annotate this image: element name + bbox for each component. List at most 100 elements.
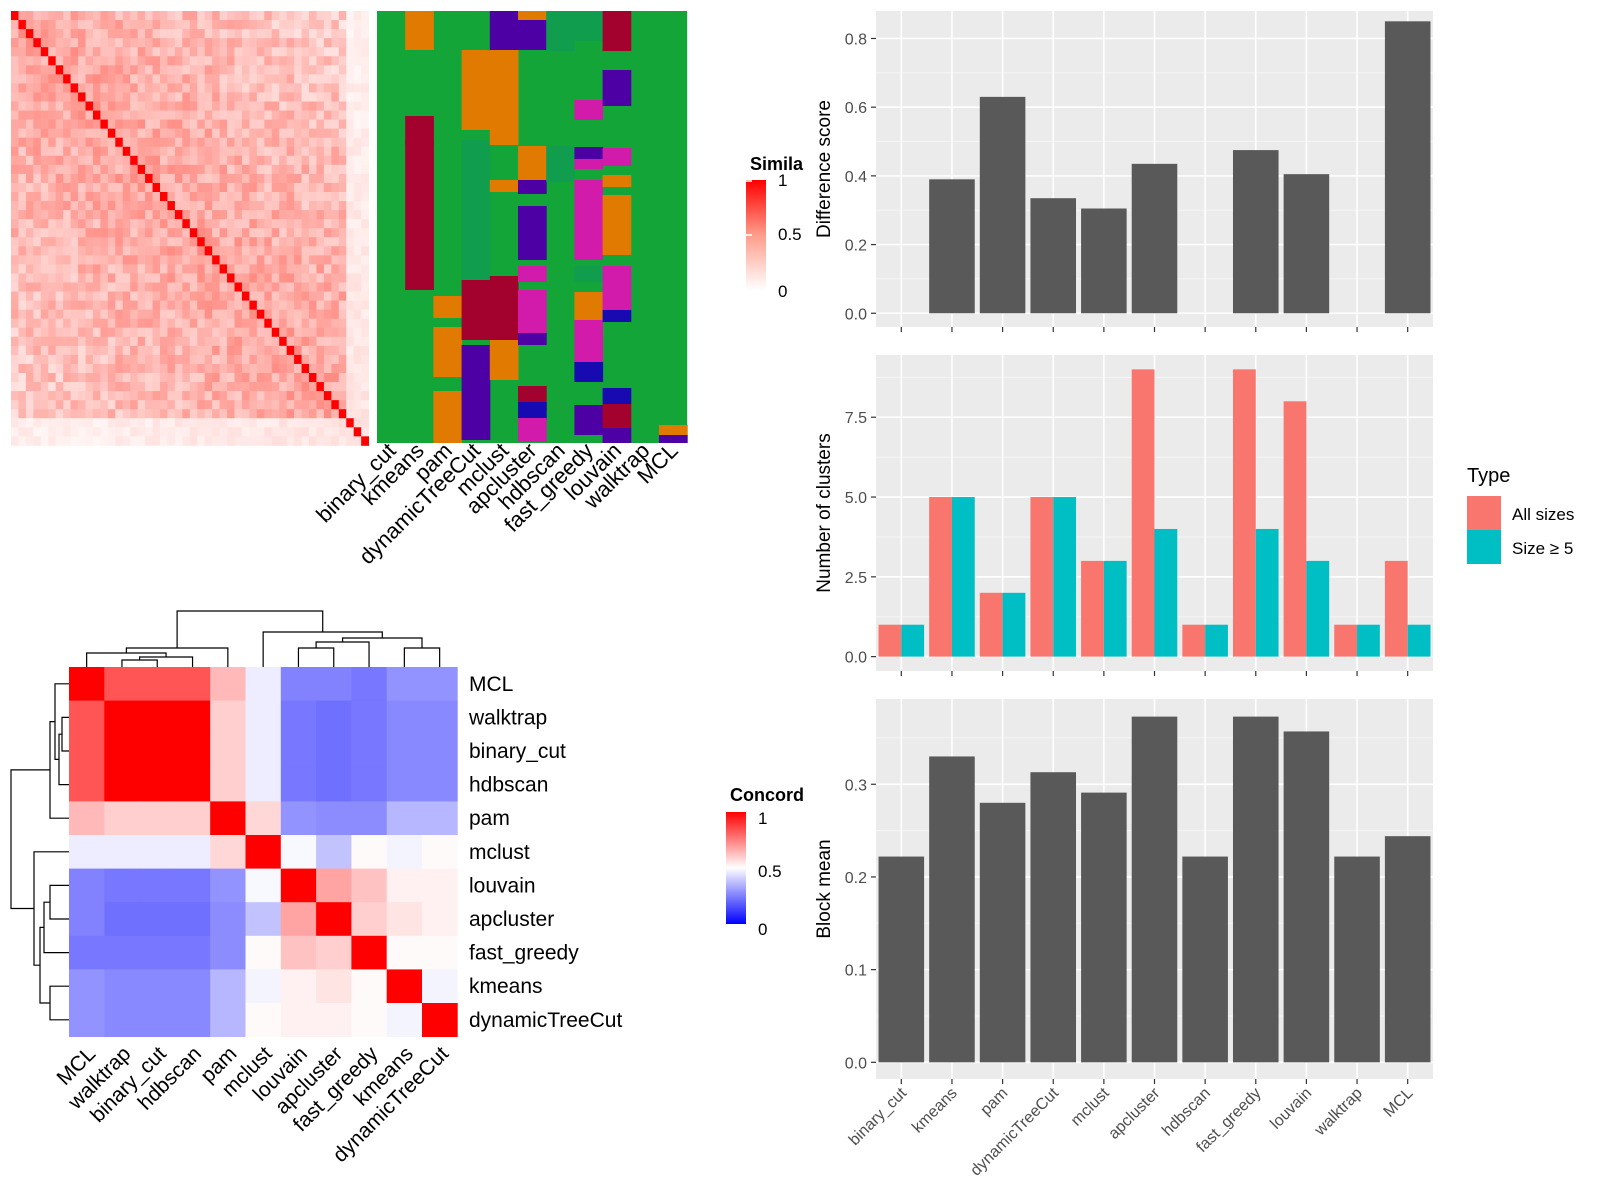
similarity-cell — [63, 219, 71, 229]
similarity-cell — [55, 65, 64, 75]
similarity-cell — [115, 137, 124, 148]
similarity-cell — [63, 373, 71, 383]
similarity-cell — [100, 38, 109, 48]
similarity-cell — [63, 246, 71, 256]
similarity-cell — [48, 400, 57, 410]
concordance-cell — [69, 902, 105, 937]
similarity-cell — [301, 182, 310, 193]
similarity-cell — [122, 255, 131, 265]
similarity-cell — [204, 11, 213, 21]
similarity-cell — [286, 336, 295, 347]
similarity-cell — [264, 20, 273, 30]
similarity-cell — [331, 137, 340, 148]
similarity-cell — [189, 119, 198, 130]
similarity-cell — [264, 119, 273, 130]
similarity-cell — [145, 101, 153, 111]
similarity-cell — [219, 246, 228, 256]
similarity-cell — [152, 56, 161, 66]
bar-kmeans-size-ge-5 — [951, 497, 975, 657]
similarity-cell — [197, 427, 206, 437]
similarity-cell — [160, 345, 168, 356]
similarity-cell — [264, 65, 273, 75]
similarity-cell — [48, 237, 57, 247]
similarity-cell — [286, 409, 295, 419]
similarity-cell — [174, 210, 183, 220]
similarity-cell — [85, 391, 94, 401]
similarity-cell — [55, 363, 64, 374]
similarity-cell — [40, 210, 49, 220]
similarity-cell — [227, 201, 235, 211]
similarity-cell — [301, 201, 310, 211]
similarity-cell — [11, 38, 19, 48]
similarity-cell — [11, 155, 19, 166]
similarity-cell — [130, 400, 139, 410]
similarity-cell — [122, 363, 131, 374]
similarity-cell — [70, 47, 79, 57]
similarity-cell — [212, 192, 220, 202]
similarity-cell — [40, 373, 49, 383]
similarity-cell — [338, 237, 347, 247]
concordance-cell — [104, 700, 140, 735]
concordance-cell — [210, 835, 246, 869]
similarity-cell — [100, 228, 109, 238]
similarity-cell — [160, 74, 168, 84]
similarity-cell — [25, 354, 34, 365]
similarity-cell — [145, 300, 153, 311]
similarity-cell — [301, 382, 310, 392]
similarity-cell — [256, 246, 265, 256]
similarity-cell — [182, 255, 191, 265]
similarity-cell — [309, 47, 317, 57]
similarity-cell — [309, 409, 317, 419]
similarity-cell — [331, 300, 340, 311]
similarity-cell — [33, 128, 42, 139]
similarity-cell — [323, 11, 332, 21]
similarity-cell — [316, 363, 325, 374]
similarity-cell — [219, 219, 228, 229]
similarity-cell — [234, 11, 243, 21]
similarity-cell — [11, 92, 19, 102]
similarity-cell — [85, 29, 94, 39]
concordance-cell — [316, 801, 352, 836]
similarity-cell — [115, 110, 124, 120]
assignment-cell — [461, 140, 491, 290]
similarity-cell — [227, 291, 235, 301]
similarity-cell — [40, 128, 49, 139]
similarity-cell — [286, 436, 295, 446]
similarity-cell — [55, 264, 64, 274]
similarity-cell — [122, 56, 131, 66]
similarity-cell — [361, 219, 369, 229]
similarity-cell — [197, 264, 206, 274]
similarity-cell — [137, 56, 146, 66]
similarity-cell — [286, 155, 295, 166]
similarity-cell — [212, 400, 220, 410]
similarity-cell — [323, 101, 332, 111]
similarity-cell — [316, 192, 325, 202]
similarity-cell — [100, 382, 109, 392]
similarity-cell — [271, 110, 280, 120]
similarity-cell — [234, 363, 243, 374]
similarity-cell — [338, 128, 347, 139]
similarity-cell — [152, 354, 161, 365]
similarity-cell — [100, 418, 109, 428]
similarity-cell — [33, 74, 42, 84]
similarity-cell — [92, 400, 101, 410]
similarity-cell — [249, 327, 258, 338]
similarity-cell — [264, 427, 273, 437]
similarity-cell — [92, 56, 101, 66]
similarity-cell — [256, 137, 265, 148]
similarity-cell — [167, 47, 176, 57]
similarity-cell — [361, 309, 369, 320]
similarity-cell — [264, 363, 273, 374]
similarity-cell — [234, 327, 243, 338]
similarity-cell — [234, 219, 243, 229]
assignment-cell — [433, 327, 463, 377]
similarity-cell — [241, 110, 250, 120]
similarity-cell — [18, 20, 27, 30]
similarity-cell — [361, 137, 369, 148]
similarity-cell — [197, 20, 206, 30]
similarity-cell — [115, 192, 124, 202]
concordance-cell — [422, 1003, 458, 1037]
similarity-cell — [145, 47, 153, 57]
similarity-cell — [323, 300, 332, 311]
similarity-cell — [323, 92, 332, 102]
